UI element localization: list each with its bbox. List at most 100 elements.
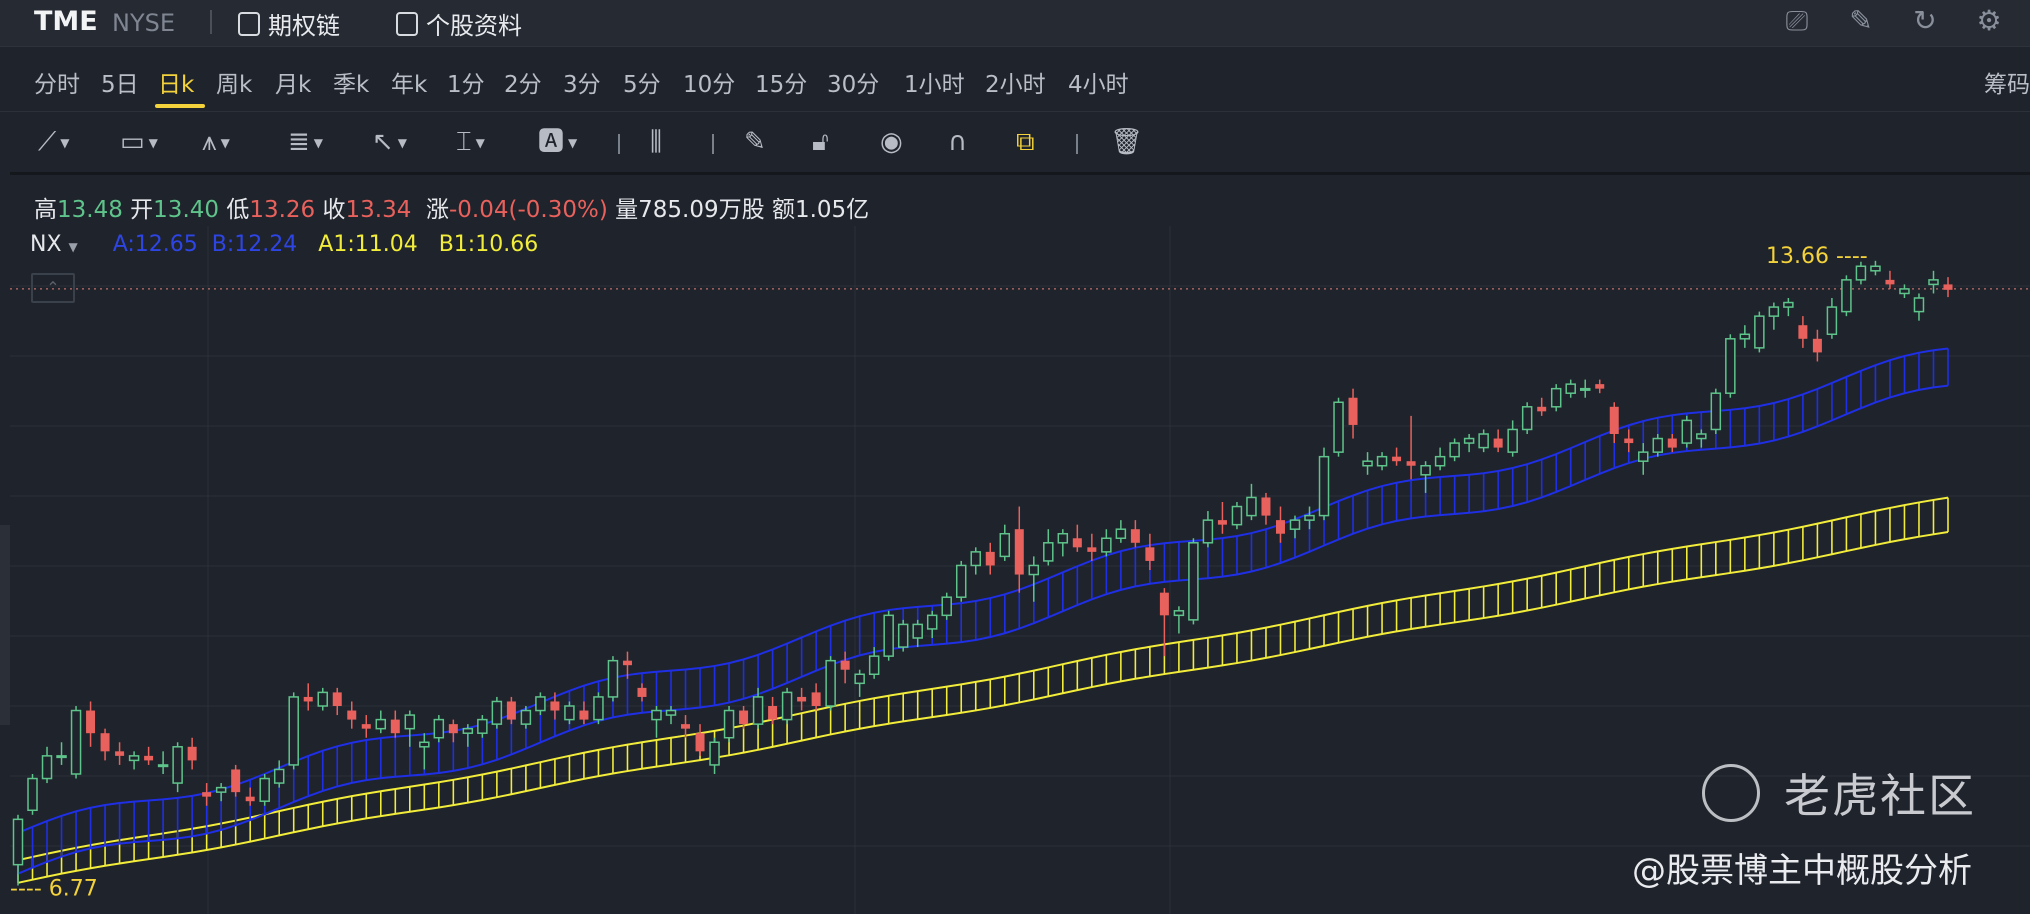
period-tab-active[interactable]: 日k [158, 72, 195, 98]
candle-body-up [1579, 387, 1591, 391]
settings-gear-icon[interactable]: ⚙ [1976, 4, 2002, 37]
candle-body-up [41, 755, 53, 780]
candle-body-up [375, 718, 387, 730]
candle-body-down [1812, 338, 1822, 353]
magnet-icon[interactable]: ∩ [948, 127, 968, 157]
period-tab[interactable]: 季k [333, 72, 370, 98]
candle-body-up [1681, 419, 1693, 444]
candle-body-up [1318, 455, 1330, 517]
period-tab[interactable]: 2分 [504, 72, 542, 98]
candle-body-up [709, 741, 720, 766]
period-tab[interactable]: 5日 [101, 72, 139, 98]
candle-body-up [477, 718, 488, 734]
watermark-brand: 老虎社区 [1784, 769, 1976, 823]
close-value: 13.34 [345, 197, 412, 223]
pattern-tool-icon[interactable]: ⩚ ▼ [202, 127, 230, 157]
indicator-a1: A1:11.04 [318, 232, 418, 257]
low-marker-label: ---- 6.77 [10, 877, 98, 902]
period-tab[interactable]: 10分 [683, 72, 736, 98]
period-tab[interactable]: 2小时 [985, 72, 1046, 98]
period-tab[interactable]: 3分 [563, 72, 601, 98]
period-tab[interactable]: 1分 [447, 72, 485, 98]
stock-profile-link[interactable]: 个股资料 [396, 6, 522, 41]
candle-body-up [854, 673, 865, 685]
text-tool-icon[interactable]: 🅰 ▼ [538, 127, 578, 157]
link-overlap-icon[interactable]: ⧉ [1016, 127, 1035, 157]
candle-body-down [1087, 547, 1097, 552]
candle-body-up [1101, 537, 1112, 553]
pencil-icon[interactable]: ✎ [744, 127, 766, 157]
high-marker-label: 13.66 ---- [1766, 244, 1868, 269]
stock-profile-label: 个股资料 [426, 12, 522, 40]
candle-body-up [1420, 464, 1431, 476]
candle-body-up [883, 614, 894, 657]
candle-body-down [681, 724, 691, 729]
band-blue-lower [17, 384, 1949, 875]
candle-body-down [739, 710, 749, 725]
visibility-eye-icon[interactable]: ◉ [880, 127, 903, 157]
band-blue-upper [17, 347, 1949, 834]
candle-body-down [1217, 520, 1227, 525]
candle-body-up [941, 596, 952, 617]
draw-edit-icon[interactable]: ✎ [1849, 4, 1873, 37]
candle-body-up [259, 777, 270, 802]
open-value: 13.40 [153, 197, 220, 223]
period-tab[interactable]: 5分 [623, 72, 661, 98]
period-tab[interactable]: 1小时 [904, 72, 965, 98]
high-label: 高 [34, 197, 57, 223]
period-tab[interactable]: 4小时 [1068, 72, 1129, 98]
trash-icon[interactable]: 🗑︎ [1110, 127, 1144, 157]
fibonacci-tool-icon[interactable]: ≣ ▼ [288, 127, 324, 157]
candle-body-up [1115, 528, 1127, 540]
candle-body-up [564, 705, 575, 721]
candle-body-up [1449, 442, 1460, 458]
arrow-tool-icon[interactable]: ↖ ▼ [372, 127, 408, 157]
unlock-icon[interactable]: 🔓︎ [812, 127, 829, 157]
period-tab[interactable]: 年k [391, 72, 428, 98]
candle-body-up [825, 659, 836, 707]
candle-body-up [157, 764, 169, 768]
candle-body-up [1550, 387, 1562, 408]
amount-value: 1.05亿 [794, 197, 870, 223]
candle-body-down [347, 710, 357, 720]
candle-body-down [637, 687, 647, 697]
candle-body-down [1159, 592, 1169, 616]
candle-body-up [912, 623, 923, 639]
candle-body-down [1392, 456, 1402, 462]
indicator-b1: B1:10.66 [438, 232, 539, 257]
candle-body-up [1202, 519, 1214, 544]
candle-body-up [1246, 496, 1257, 517]
chip-distribution-tab[interactable]: 筹码 [1984, 72, 2030, 98]
candle-style-icon[interactable]: ⫼ [650, 127, 662, 157]
period-tab[interactable]: 分时 [34, 72, 80, 98]
refresh-icon[interactable]: ↻ [1913, 4, 1937, 37]
option-chain-link[interactable]: 期权链 [238, 6, 340, 41]
watermark-author: @股票博主中概股分析 [1632, 851, 1972, 891]
monitor-chart-icon[interactable]: ⎚ [1785, 4, 1809, 37]
candle-body-down [187, 746, 197, 761]
candle-body-up [1754, 315, 1765, 349]
collapse-chevron-icon[interactable]: ⌃ [31, 273, 75, 303]
candle-body-down [1072, 538, 1082, 548]
close-label: 收 [322, 197, 346, 223]
period-tab[interactable]: 月k [275, 72, 312, 98]
period-tab[interactable]: 30分 [827, 72, 880, 98]
candle-body-down [144, 755, 154, 761]
indicator-select[interactable]: NX ▼ [30, 232, 78, 257]
candle-body-up [520, 709, 532, 725]
rectangle-tool-icon[interactable]: ▭ ▼ [120, 127, 158, 157]
side-panel-handle[interactable] [0, 525, 10, 725]
period-tab[interactable]: 周k [216, 72, 253, 98]
candle-body-up [1463, 437, 1475, 444]
candle-body-up [1710, 392, 1722, 431]
period-tab[interactable]: 15分 [755, 72, 808, 98]
measure-tool-icon[interactable]: ⌶ ▼ [456, 127, 485, 157]
candlestick-chart[interactable]: 13.66 ---- ---- 6.77 [0, 226, 2030, 914]
top-bar: TME NYSE 期权链 个股资料 ⎚ ✎ ↻ ⚙ [0, 0, 2030, 47]
line-tool-icon[interactable]: ⟋ ▼ [38, 127, 70, 157]
candle-body-up [288, 696, 299, 766]
candle-body-up [317, 691, 328, 707]
candle-body-up [897, 623, 909, 648]
candle-body-down [448, 724, 458, 734]
low-value: 13.26 [249, 197, 316, 223]
